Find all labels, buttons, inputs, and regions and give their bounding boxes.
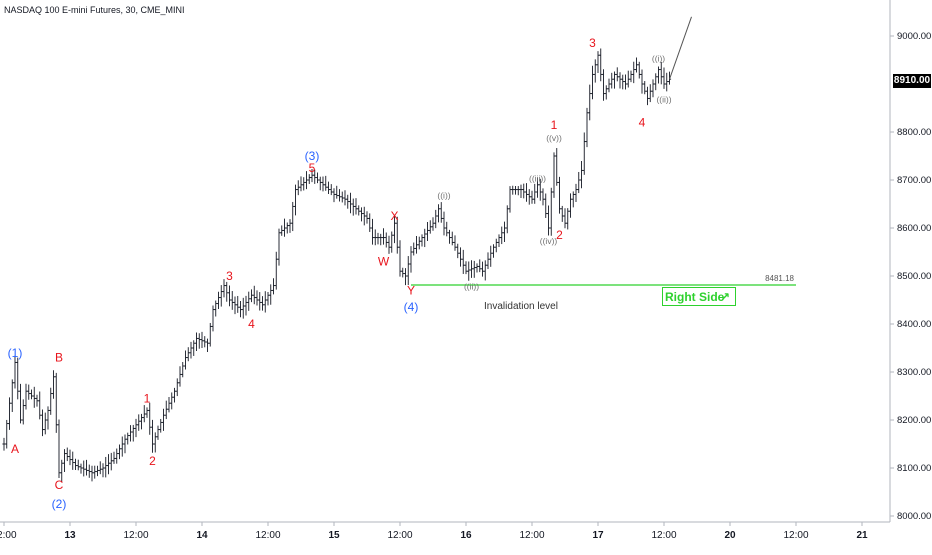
wave-label: 5 [309,161,316,175]
time-tick-label: 13 [64,530,76,541]
price-tick-label: 8000.00 [897,511,931,522]
wave-label: 1 [551,118,558,132]
wave-label: ((v)) [546,133,562,143]
wave-label: 4 [639,115,646,129]
wave-label: 2 [556,228,563,242]
price-tick-label: 8600.00 [897,223,931,234]
right-side-label: Right Side [665,290,725,304]
arrow-up-right-icon: ↗ [719,290,730,304]
price-tick-label: 8400.00 [897,319,931,330]
invalidation-text: Invalidation level [484,301,558,312]
price-tick-label: 9000.00 [897,31,931,42]
price-tick-label: 8300.00 [897,367,931,378]
wave-label: ((iv)) [540,236,558,246]
price-tick-label: 8100.00 [897,463,931,474]
wave-label: W [378,255,390,269]
projection-line [669,16,692,80]
wave-label: Y [407,283,415,297]
time-tick-label: 12:00 [255,530,280,541]
wave-label: 4 [248,317,255,331]
time-axis[interactable]: 12:00 13 12:00 14 12:00 15 12:00 16 12:00 17 12:00… [0,521,890,541]
invalidation-value: 8481.18 [765,274,794,283]
wave-label: (4) [404,300,419,314]
wave-label: A [11,442,19,456]
wave-label: (1) [8,346,23,360]
time-tick-label: 12:00 [519,530,544,541]
wave-label: ((i)) [437,190,450,200]
price-axis[interactable]: 9000.00 8800.00 8700.00 8600.00 8500.00 8400.… [889,0,931,522]
price-tick-label: 8800.00 [897,127,931,138]
wave-label: C [55,478,64,492]
time-tick-label: 21 [856,530,868,541]
time-tick-label: 12:00 [651,530,676,541]
time-tick-label: 20 [724,530,736,541]
wave-label: 3 [589,36,596,50]
price-tick-label: 8500.00 [897,271,931,282]
last-price-badge: 8910.00 [893,74,931,88]
time-tick-label: 15 [328,530,340,541]
wave-label: (3) [305,149,320,163]
price-tick-label: 8200.00 [897,415,931,426]
wave-label: ((i)) [652,54,665,64]
right-side-badge: Right Side ↗ [662,287,736,306]
time-tick-label: 12:00 [387,530,412,541]
time-tick-label: 12:00 [0,530,17,541]
plot-area: 8481.18 Invalidation level [2,16,796,482]
time-tick-label: 17 [592,530,604,541]
time-tick-label: 14 [196,530,208,541]
time-tick-label: 12:00 [123,530,148,541]
wave-label: (2) [52,497,67,511]
wave-label: ((ii)) [464,282,479,292]
symbol-title: NASDAQ 100 E-mini Futures, 30, CME_MINI [4,5,185,15]
wave-label: 3 [226,269,233,283]
wave-label: X [390,209,398,223]
time-tick-label: 16 [460,530,472,541]
wave-label: 2 [149,454,156,468]
price-tick-label: 8700.00 [897,175,931,186]
wave-label: ((ii)) [656,94,671,104]
wave-label: ((iii)) [529,174,546,184]
time-tick-label: 12:00 [783,530,808,541]
wave-label: 1 [144,391,151,405]
wave-label: B [55,351,63,365]
wave-labels: (1) A B C (2) 1 2 3 4 (3)5 X W Y (4) ((i)) ((ii)) ((iii)… [8,36,672,511]
